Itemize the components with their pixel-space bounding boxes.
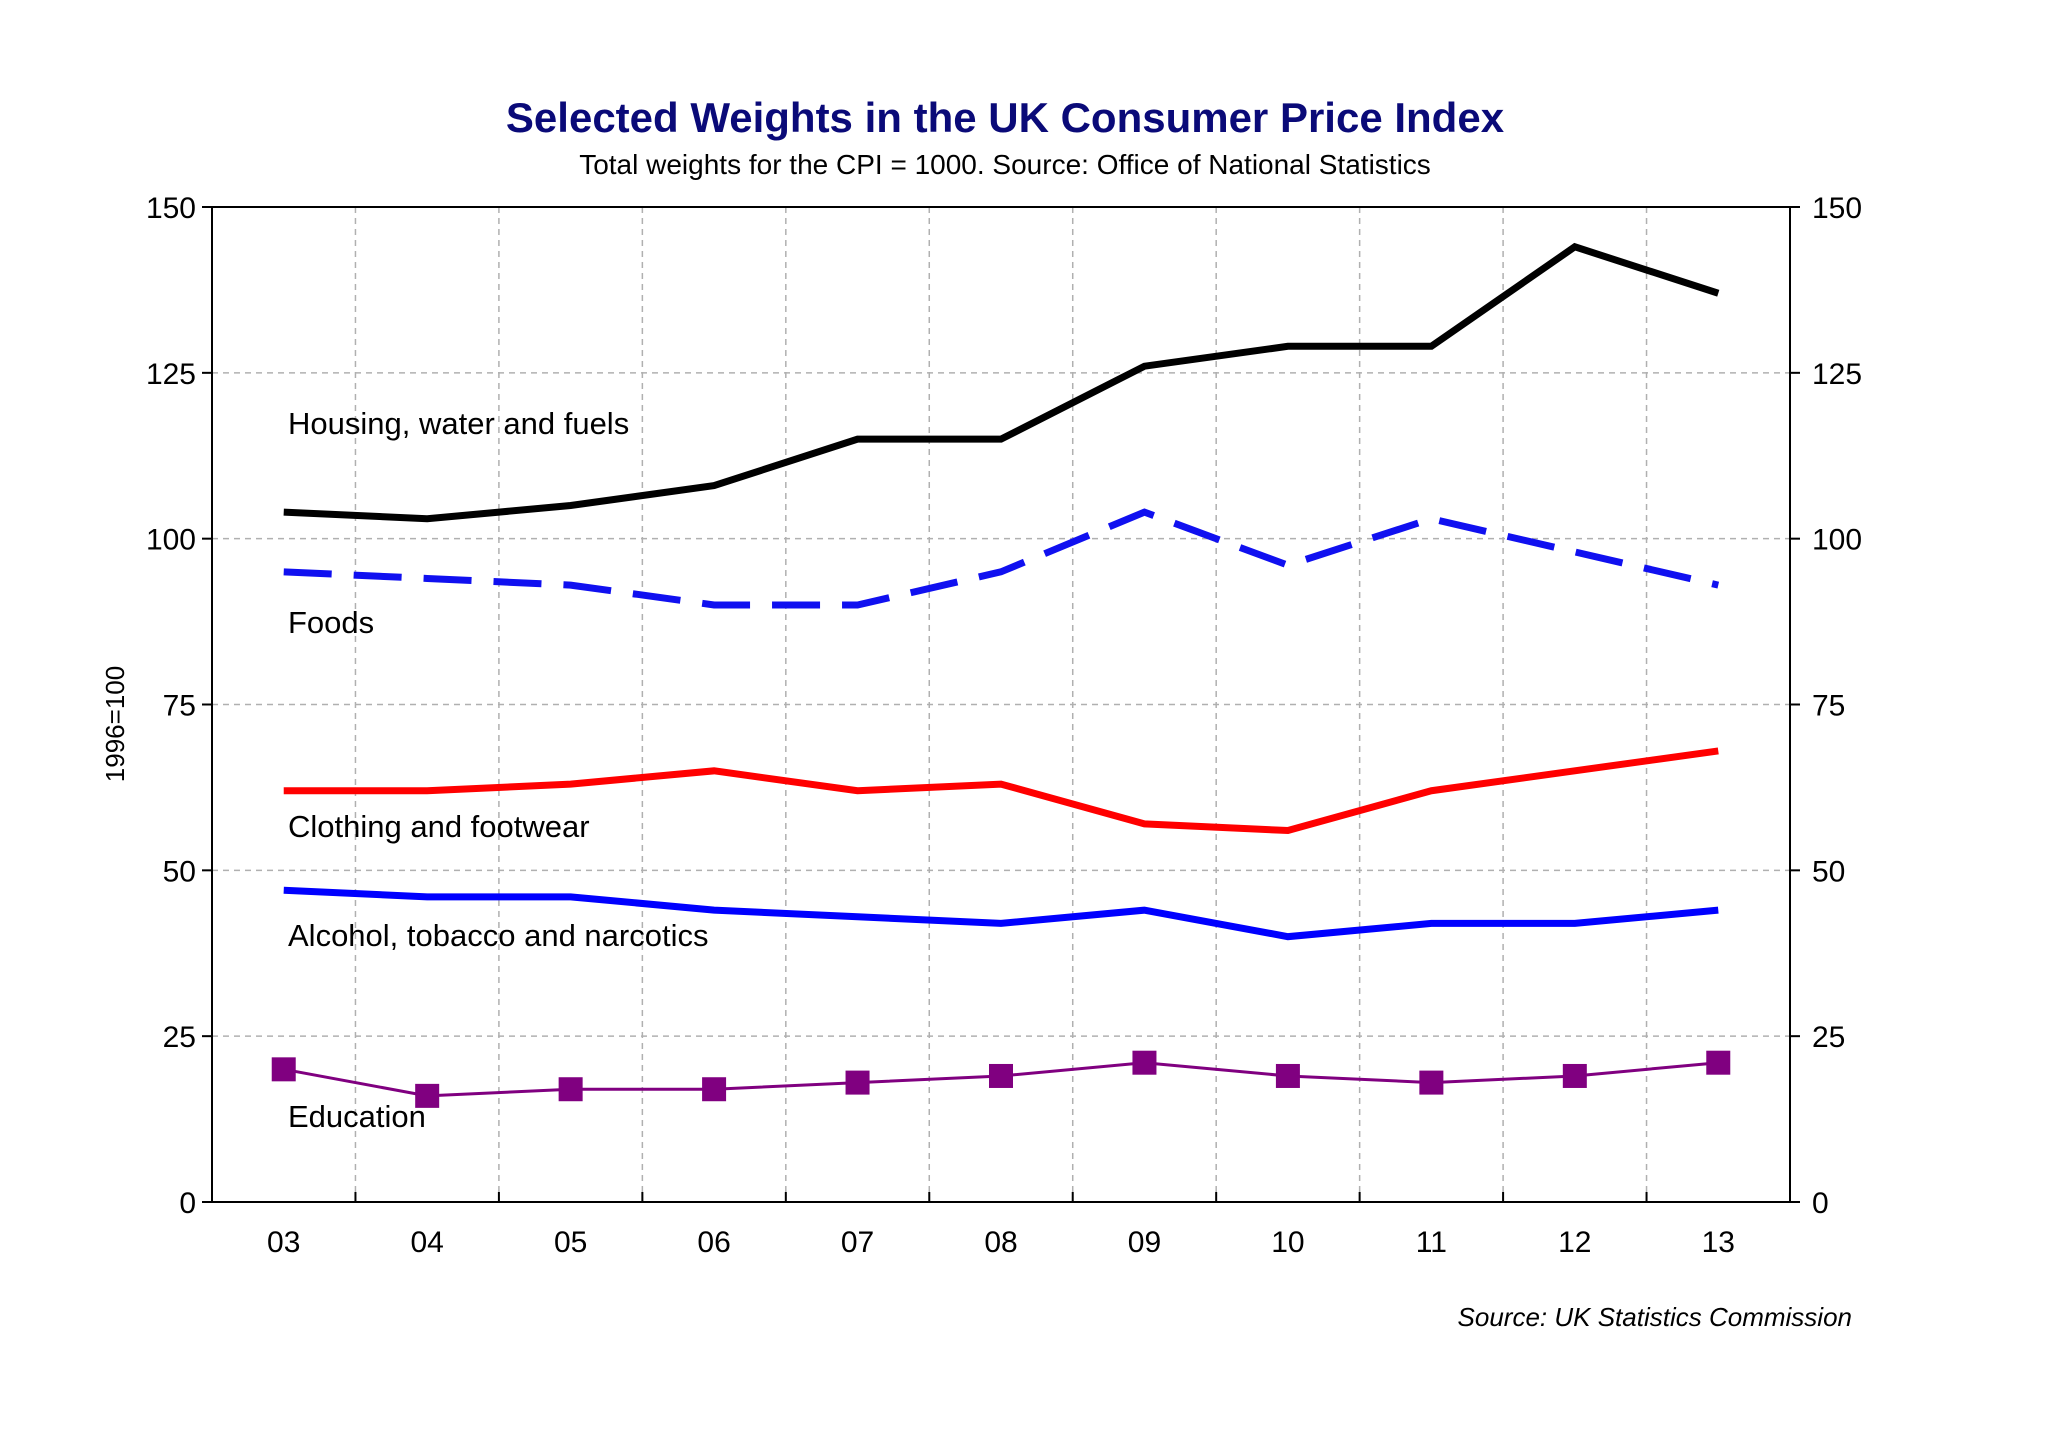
x-tick-label: 09 <box>1128 1226 1161 1259</box>
series-marker <box>989 1063 1013 1088</box>
series-label-1: Foods <box>288 605 374 640</box>
x-tick-label: 03 <box>267 1226 300 1259</box>
y-tick-label-right: 75 <box>1812 690 1845 723</box>
y-tick-label-left: 125 <box>146 358 196 391</box>
y-tick-label-right: 150 <box>1812 192 1862 225</box>
series-marker <box>558 1077 583 1102</box>
series-marker <box>1132 1050 1157 1075</box>
series-marker <box>1275 1063 1300 1088</box>
series-label-2: Clothing and footwear <box>288 809 590 844</box>
y-tick-label-left: 50 <box>163 855 196 888</box>
x-tick-label: 10 <box>1271 1226 1304 1259</box>
x-tick-label: 04 <box>410 1226 443 1259</box>
x-tick-label: 13 <box>1702 1226 1735 1259</box>
x-tick-label: 06 <box>697 1226 730 1259</box>
series-line-1 <box>283 508 1720 609</box>
y-tick-label-left: 100 <box>146 524 196 557</box>
x-tick-label: 12 <box>1558 1226 1591 1259</box>
axes: 0 0 25 25 50 50 75 75 100 100 125 125 150 150 03 04 05 06… <box>146 192 1862 1259</box>
y-tick-label-right: 0 <box>1812 1187 1829 1220</box>
y-tick-label-left: 25 <box>163 1021 196 1054</box>
series-marker <box>845 1070 870 1095</box>
x-tick-label: 05 <box>554 1226 587 1259</box>
series-label-3: Alcohol, tobacco and narcotics <box>288 918 708 953</box>
chart-source: Source: UK Statistics Commission <box>1458 1302 1852 1332</box>
series-labels: Housing, water and fuels Foods Clothing an… <box>288 406 708 1134</box>
series-marker <box>702 1077 727 1102</box>
series-marker <box>415 1083 440 1108</box>
series-marker <box>1419 1070 1444 1095</box>
y-tick-label-right: 125 <box>1812 358 1862 391</box>
series-marker <box>1706 1050 1731 1075</box>
series-marker <box>1562 1063 1587 1088</box>
y-tick-label-left: 0 <box>179 1187 196 1220</box>
series-marker <box>271 1057 296 1082</box>
series-line-2 <box>283 747 1719 835</box>
y-tick-label-right: 25 <box>1812 1021 1845 1054</box>
series-label-4: Education <box>288 1099 426 1134</box>
y-tick-label-left: 75 <box>163 690 196 723</box>
y-tick-label-right: 100 <box>1812 524 1862 557</box>
chart-subtitle: Total weights for the CPI = 1000. Source… <box>579 149 1431 180</box>
y-tick-label-left: 150 <box>146 192 196 225</box>
x-tick-label: 11 <box>1416 1226 1447 1259</box>
x-tick-label: 07 <box>841 1226 874 1259</box>
series-group <box>271 242 1731 1108</box>
series-line-3 <box>283 886 1719 941</box>
chart-title: Selected Weights in the UK Consumer Pric… <box>506 94 1505 141</box>
y-axis-label: 1996=100 <box>100 666 130 782</box>
x-tick-label: 08 <box>984 1226 1017 1259</box>
series-label-0: Housing, water and fuels <box>288 406 629 441</box>
y-tick-label-right: 50 <box>1812 855 1845 888</box>
grid-lines <box>212 207 1790 1202</box>
series-line-0 <box>283 242 1720 523</box>
